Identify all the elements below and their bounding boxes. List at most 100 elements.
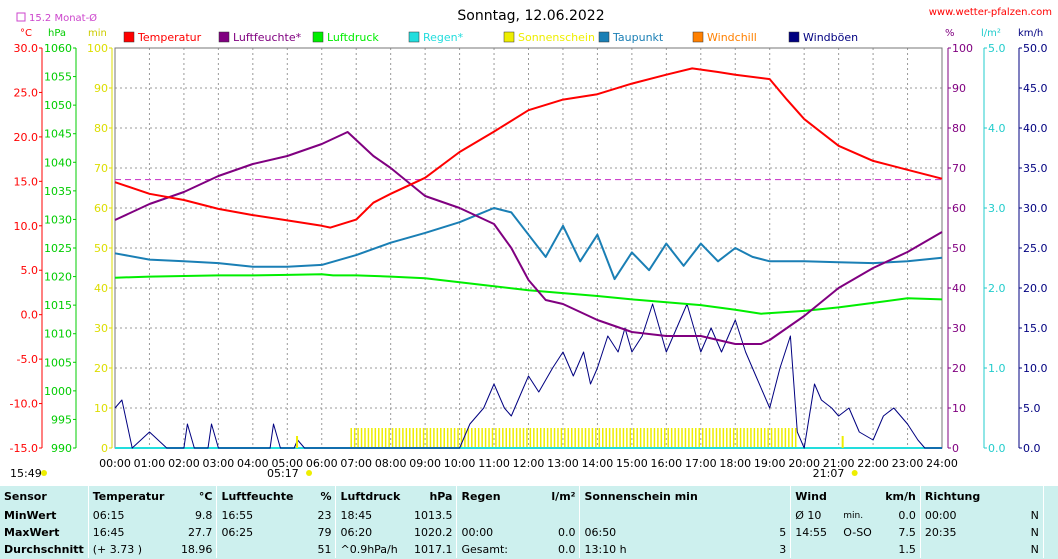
cell: 7.5	[898, 526, 916, 539]
sunshine-bar	[591, 428, 594, 448]
tick-label-press: 1005	[44, 356, 72, 369]
sunshine-bar	[636, 428, 638, 448]
tick-label-percent: 50	[952, 242, 966, 255]
tick-label-wind: 10.0	[1023, 362, 1048, 375]
sunshine-bar	[464, 428, 466, 448]
sunshine-bar	[615, 428, 618, 448]
cell-extra	[1042, 524, 1058, 541]
sunshine-bar	[722, 428, 725, 448]
unit-temp: °C	[20, 28, 32, 39]
sunshine-bar	[505, 428, 508, 448]
series-line-temperatur	[114, 67, 943, 229]
x-tick-label: 19:00	[754, 457, 786, 470]
sunshine-bar	[378, 428, 380, 448]
tick-label-temp: 10.0	[14, 220, 39, 233]
sunshine-bar	[619, 428, 621, 448]
x-tick-label: 16:00	[650, 457, 682, 470]
tick-label-wind: 40.0	[1023, 122, 1048, 135]
cell: 0.0	[557, 543, 576, 556]
sunshine-bar	[381, 428, 383, 448]
site-link[interactable]: www.wetter-pfalzen.com	[929, 7, 1052, 18]
sunshine-bar	[426, 428, 428, 448]
x-tick-label: 12:00	[513, 457, 545, 470]
x-tick-label: 17:00	[685, 457, 717, 470]
legend-label: Sonnenschein	[518, 31, 595, 44]
tick-label-press: 1000	[44, 385, 72, 398]
sunshine-bar	[405, 428, 408, 448]
tick-label-minutes: 90	[94, 82, 108, 95]
series-line-luftfeuchte	[114, 131, 943, 345]
sunshine-bar	[374, 428, 377, 448]
cell: 51	[317, 543, 332, 556]
tick-label-rain: 1.0	[988, 362, 1006, 375]
tick-label-temp: 0.0	[21, 309, 39, 322]
cell-extra	[1042, 541, 1058, 558]
sunshine-bar	[577, 428, 580, 448]
sunshine-bar	[698, 428, 700, 448]
cell: 06:50	[579, 524, 742, 541]
cell: 27.7	[187, 526, 213, 539]
tick-label-rain: 2.0	[988, 282, 1006, 295]
tick-label-press: 995	[51, 413, 72, 426]
sunshine-bar	[436, 428, 439, 448]
sunshine-bar	[415, 428, 418, 448]
sunshine-bar	[598, 428, 601, 448]
sunshine-bar	[422, 428, 425, 448]
sunshine-bar	[364, 428, 366, 448]
sunshine-bar	[533, 428, 535, 448]
tick-label-minutes: 60	[94, 202, 108, 215]
hdr-wind-spacer	[839, 486, 876, 507]
cell	[216, 541, 298, 558]
sunshine-bar	[781, 428, 783, 448]
sunshine-bar	[546, 428, 549, 448]
tick-label-minutes: 70	[94, 162, 108, 175]
hdr-dir: Richtung	[919, 486, 989, 507]
hdr-sun: Sonnenschein min	[579, 486, 791, 507]
x-tick-label: 14:00	[582, 457, 614, 470]
sunshine-bar	[674, 428, 676, 448]
hdr-press: Luftdruck	[335, 486, 409, 507]
tick-label-press: 1015	[44, 299, 72, 312]
monthly-avg-text: 15.2 Monat-Ø	[29, 12, 97, 24]
tick-label-press: 1010	[44, 328, 72, 341]
tick-label-wind: 50.0	[1023, 42, 1048, 55]
sunshine-bar	[726, 428, 728, 448]
sunshine-bar	[664, 428, 666, 448]
hdr-hum-unit: %	[320, 490, 332, 503]
tick-label-wind: 20.0	[1023, 282, 1048, 295]
sunshine-bar	[384, 428, 387, 448]
unit-wind: km/h	[1018, 28, 1043, 39]
tick-label-percent: 0	[952, 442, 959, 455]
statistics-panel: Sensor Temperatur °C Luftfeuchte % Luftd…	[0, 486, 1058, 559]
sunshine-bar	[622, 428, 625, 448]
cell	[790, 541, 840, 558]
x-tick-label: 00:00	[99, 457, 131, 470]
x-tick-label: 22:00	[857, 457, 889, 470]
tick-label-temp: 15.0	[14, 175, 39, 188]
sunshine-bar	[460, 428, 463, 448]
hdr-rain: Regen	[456, 486, 526, 507]
sunshine-bar	[791, 428, 794, 448]
x-tick-label: 10:00	[444, 457, 476, 470]
legend-label: Taupunkt	[612, 31, 664, 44]
sun-times: 15:49 05:17 21:07	[10, 467, 858, 480]
legend-label: Temperatur	[137, 31, 202, 44]
hdr-temp: Temperatur	[87, 486, 169, 507]
corner-time: 15:49	[10, 467, 42, 480]
sunshine-bar	[763, 428, 766, 448]
sunshine-bar	[612, 428, 614, 448]
sunshine-bar	[474, 428, 477, 448]
cell: 13:10 h	[579, 541, 742, 558]
hdr-rain-unit: l/m²	[551, 490, 576, 503]
tick-label-press: 1050	[44, 99, 72, 112]
tick-label-temp: 20.0	[14, 131, 39, 144]
sunshine-bar	[746, 428, 749, 448]
legend-swatch	[218, 31, 230, 43]
x-tick-label: 18:00	[719, 457, 751, 470]
sunshine-bar	[398, 428, 401, 448]
cell: 1017.1	[413, 543, 453, 556]
cell: 79	[317, 526, 332, 539]
cell: 1.5	[898, 543, 916, 556]
sunshine-bar	[753, 428, 756, 448]
tick-label-rain: 3.0	[988, 202, 1006, 215]
